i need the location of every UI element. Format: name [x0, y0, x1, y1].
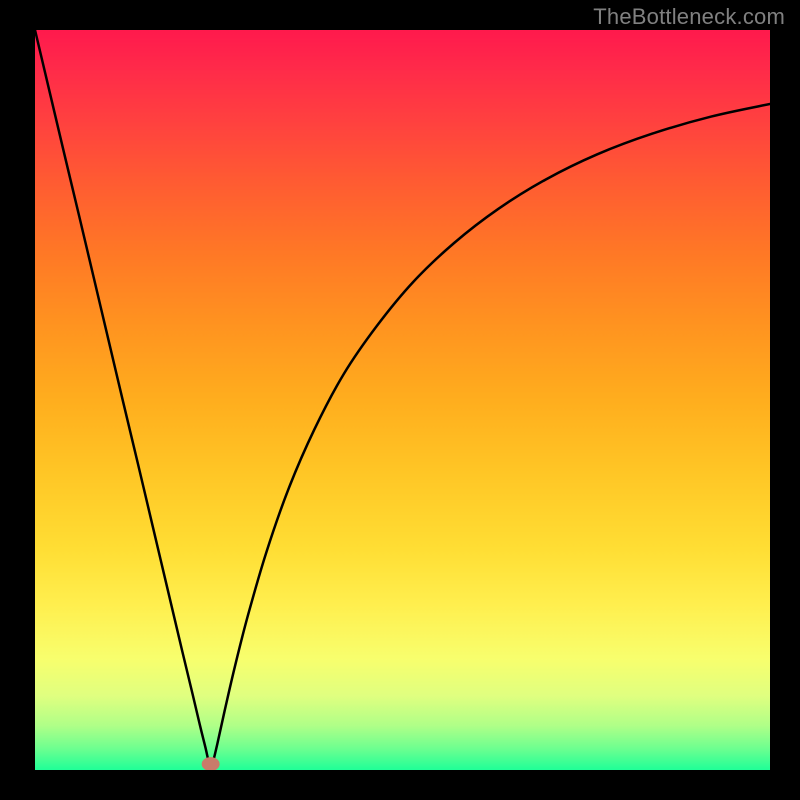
watermark-label: TheBottleneck.com [593, 4, 785, 30]
chart-stage: TheBottleneck.com [0, 0, 800, 800]
gradient-background [35, 30, 770, 770]
